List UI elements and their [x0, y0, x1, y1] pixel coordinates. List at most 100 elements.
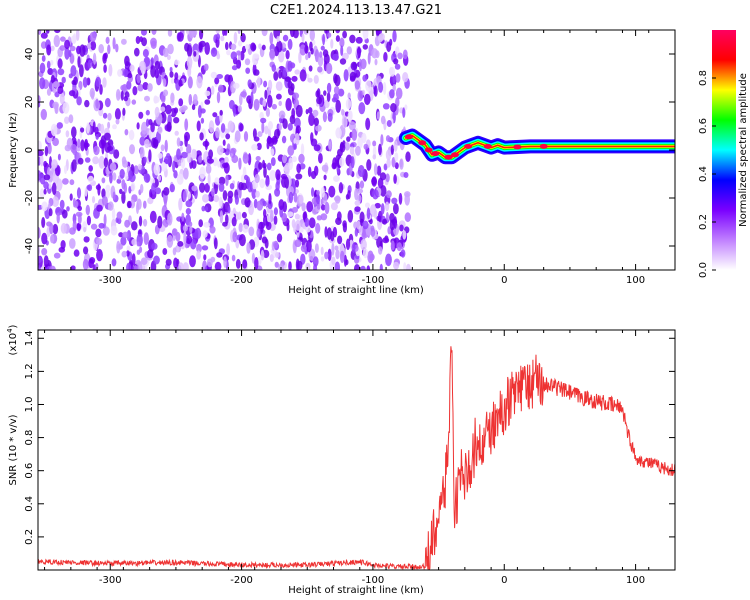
spectrogram-cell: [261, 236, 268, 244]
spectrogram-cell: [282, 34, 289, 42]
spectrogram-cell: [198, 155, 203, 164]
snr-ylabel: SNR (10 * v/v): [8, 414, 19, 485]
spectrogram-cell: [49, 222, 54, 235]
spectrogram-cell: [75, 30, 80, 41]
colorbar-tick-label: 0.6: [698, 118, 709, 134]
spectrogram-cell: [41, 55, 46, 62]
spectrogram-cell: [199, 132, 204, 141]
spectrogram-cell: [229, 183, 235, 190]
spectrogram-cell: [107, 44, 111, 55]
spectrogram-cell: [360, 239, 367, 251]
spectrogram-cell: [362, 30, 369, 40]
spectrogram-ylabel: Frequency (Hz): [8, 112, 19, 188]
spectrogram-cell: [86, 122, 90, 134]
spectrogram-cell: [349, 143, 355, 148]
spectrogram-cell: [375, 50, 380, 59]
spectrogram-cell: [191, 160, 197, 169]
spectrogram-ytick-label: 20: [24, 96, 35, 109]
spectrogram-cell: [126, 250, 130, 257]
snr-ylabel-exponent: (x104): [6, 324, 19, 355]
spectrogram-cell: [294, 69, 301, 75]
spectrogram-cell: [150, 57, 154, 66]
spectrogram-cell: [393, 261, 400, 270]
spectrogram-cell: [56, 122, 63, 129]
spectrogram-cell: [82, 221, 88, 233]
spectrogram-cell: [123, 96, 129, 102]
spectrogram-cell: [76, 222, 81, 232]
spectrogram-cell: [153, 96, 160, 104]
spectrogram-cell: [43, 174, 51, 181]
spectrogram-cell: [93, 145, 100, 156]
spectrogram-cell: [261, 121, 265, 134]
spectrogram-cell: [126, 80, 132, 90]
spectrogram-cell: [258, 43, 262, 50]
spectrogram-cell: [41, 217, 46, 228]
spectrogram-cell: [212, 157, 218, 167]
spectrogram-cell: [245, 67, 251, 74]
spectrogram-cell: [49, 234, 55, 244]
spectrogram-cell: [69, 193, 73, 201]
spectrogram-cell: [136, 74, 141, 84]
spectrogram-cell: [358, 58, 363, 72]
spectrogram-cell: [194, 227, 202, 239]
spectrogram-cell: [308, 217, 316, 229]
spectrogram-cell: [276, 233, 283, 243]
spectrogram-cell: [274, 261, 279, 268]
spectrogram-cell: [98, 155, 105, 169]
spectrogram-cell: [372, 140, 377, 147]
spectrogram-cell: [72, 220, 77, 232]
spectrogram-cell: [245, 176, 251, 189]
spectrogram-cell: [148, 149, 152, 163]
spectrogram-cell: [243, 131, 249, 142]
spectrogram-cell: [164, 155, 171, 165]
spectrogram-cell: [236, 50, 242, 56]
spectrogram-cell: [205, 164, 212, 174]
spectrogram-cell: [227, 206, 231, 214]
spectrogram-cell: [310, 138, 318, 147]
spectrogram-cell: [80, 139, 85, 152]
spectrogram-cell: [69, 179, 75, 186]
spectrogram-cell: [52, 137, 59, 147]
snr-ticks: -300 -200 -100 0 100 0.2 0.4 0.6 0.8 1.0 1.2 1.4: [24, 330, 676, 586]
spectrogram-cell: [370, 227, 376, 237]
spectrogram-cell: [288, 157, 294, 171]
spectrogram-cell: [50, 45, 55, 52]
spectrogram-cell: [124, 129, 129, 136]
spectrogram-cell: [167, 212, 173, 226]
spectrogram-cell: [183, 167, 189, 180]
spectrogram-cell: [199, 182, 206, 193]
spectrogram-cell: [57, 68, 65, 76]
spectrogram-cell: [69, 45, 76, 52]
spectrogram-cell: [327, 112, 333, 123]
spectrogram-cell: [82, 77, 88, 88]
spectrogram-cell: [238, 234, 246, 247]
spectrogram-cell: [79, 44, 86, 57]
spectrogram-cell: [278, 263, 285, 270]
signal-ridge-peak: [444, 154, 453, 160]
spectrogram-cell: [340, 45, 344, 56]
spectrogram-cell: [275, 81, 283, 91]
spectrogram-cell: [309, 41, 313, 52]
spectrogram-cell: [339, 58, 347, 65]
spectrogram-cell: [48, 208, 53, 217]
spectrogram-cell: [157, 215, 163, 229]
spectrogram-cell: [362, 220, 369, 230]
spectrogram-cell: [293, 192, 298, 203]
spectrogram-cell: [373, 209, 378, 219]
spectrogram-cell: [295, 179, 300, 188]
spectrogram-cell: [182, 225, 188, 232]
spectrogram-cell: [59, 45, 66, 51]
spectrogram-cell: [233, 106, 237, 117]
spectrogram-cell: [275, 169, 281, 181]
spectrogram-cell: [325, 62, 333, 75]
spectrogram-cell: [98, 139, 106, 149]
spectrogram-cell: [256, 142, 262, 151]
spectrogram-cell: [59, 92, 65, 105]
spectrogram-cell: [120, 236, 127, 246]
spectrogram-cell: [147, 83, 153, 92]
spectrogram-cell: [226, 243, 231, 256]
spectrogram-cell: [337, 235, 343, 245]
spectrogram-cell: [391, 157, 396, 168]
spectrogram-cell: [224, 30, 228, 36]
spectrogram-cell: [166, 54, 171, 60]
